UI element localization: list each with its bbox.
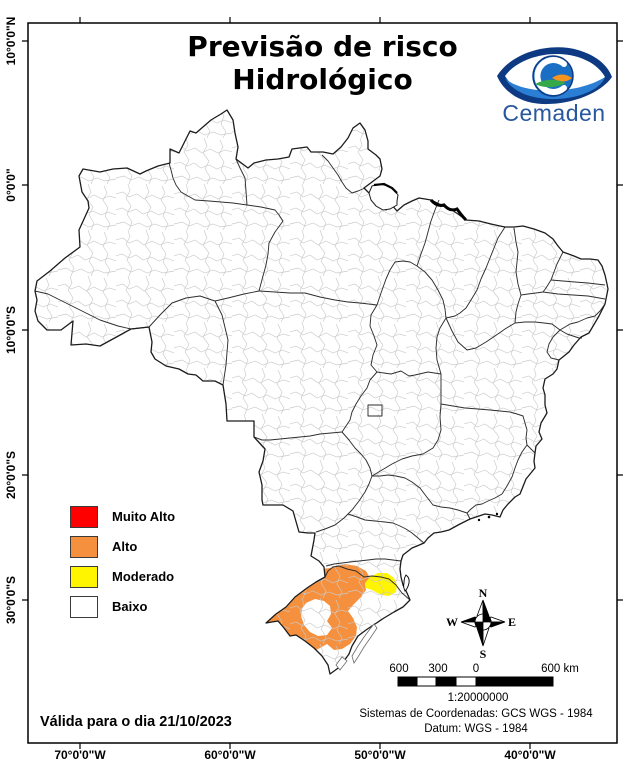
lon-label-60w: 60°0'0"W: [204, 748, 256, 762]
lon-label-40w: 40°0'0"W: [504, 748, 556, 762]
map-frame: [27, 22, 618, 744]
lagoa-mirim: [335, 656, 348, 671]
lon-label-50w: 50°0'0"W: [354, 748, 406, 762]
legend-item-alto: Alto: [70, 535, 137, 558]
legend-label: Moderado: [112, 569, 175, 584]
legend-item-muito-alto: Muito Alto: [70, 505, 175, 528]
brazil-outline: [34, 109, 609, 675]
lat-label-10n: 10°0'0"N: [4, 16, 18, 66]
florianopolis-island: [403, 574, 410, 592]
lagoa-dos-patos: [351, 623, 378, 664]
lat-label-20s: 20°0'0"S: [4, 450, 18, 500]
coord-system-line: Sistemas de Coordenadas: GCS WGS - 1984: [359, 708, 593, 720]
cemaden-wordmark: Cemaden: [502, 100, 606, 126]
legend-swatch-moderado: [70, 565, 98, 588]
scale-label-600-left: 600: [389, 663, 409, 675]
compass-n: N: [478, 586, 488, 600]
legend-label: Muito Alto: [112, 509, 176, 524]
legend-label: Baixo: [112, 599, 148, 614]
legend-label: Alto: [112, 539, 138, 554]
lat-label-30s: 30°0'0"S: [4, 575, 18, 625]
state-boundaries: [34, 154, 606, 601]
legend-item-baixo: Baixo: [70, 595, 147, 618]
validity-text: Válida para o dia 21/10/2023: [40, 714, 232, 730]
legend-swatch-alto: [70, 535, 98, 558]
scale-label-300: 300: [428, 663, 448, 675]
title-line-2: Hidrológico: [232, 63, 413, 96]
legend-swatch-muito-alto: [70, 505, 98, 528]
legend-item-moderado: Moderado: [70, 565, 174, 588]
rio-coast-islands: [477, 512, 499, 522]
compass-s: S: [479, 647, 487, 661]
coordinate-system-note: Sistemas de Coordenadas: GCS WGS - 1984 …: [340, 707, 612, 737]
lat-label-0: 0°0'0": [4, 168, 18, 202]
cemaden-logo-eye-icon: [497, 47, 612, 105]
scale-bar: [397, 676, 554, 687]
datum-line: Datum: WGS - 1984: [424, 723, 528, 735]
lat-label-10s: 10°0'0"S: [4, 305, 18, 355]
scale-label-600km: 600 km: [541, 663, 579, 675]
compass-w: W: [446, 615, 458, 629]
scale-label-0: 0: [472, 663, 480, 675]
north-coast-inlets: [429, 198, 468, 222]
lon-label-70w: 70°0'0"W: [54, 748, 106, 762]
title-line-1: Previsão de risco: [187, 30, 458, 63]
legend-swatch-baixo: [70, 595, 98, 618]
compass-e: E: [507, 615, 516, 629]
compass-rose: [460, 599, 506, 647]
scale-ratio: 1:20000000: [447, 692, 509, 704]
graticule-ticks: [22, 17, 623, 749]
page-title: Previsão de risco Hidrológico: [150, 30, 495, 96]
